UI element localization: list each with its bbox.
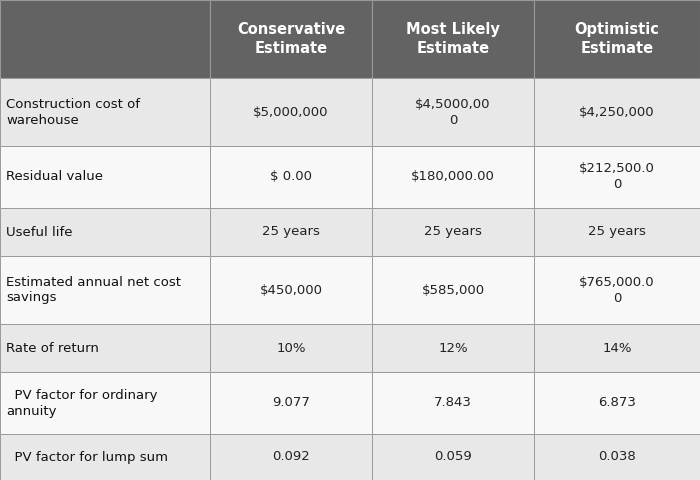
Bar [0, 434, 210, 480]
Text: Most Likely
Estimate: Most Likely Estimate [406, 22, 500, 56]
Bar [534, 434, 700, 480]
Bar [372, 372, 534, 434]
Bar [534, 78, 700, 146]
Bar [210, 208, 372, 256]
Bar [372, 256, 534, 324]
Bar [0, 78, 210, 146]
Bar [0, 256, 210, 324]
Bar [372, 78, 534, 146]
Bar [534, 256, 700, 324]
Bar [372, 0, 534, 78]
Text: 10%: 10% [276, 341, 306, 355]
Bar [210, 256, 372, 324]
Text: $765,000.0
0: $765,000.0 0 [579, 276, 654, 304]
Text: Construction cost of
warehouse: Construction cost of warehouse [6, 97, 140, 127]
Bar [534, 78, 700, 146]
Bar [210, 324, 372, 372]
Text: 14%: 14% [602, 341, 631, 355]
Bar [534, 324, 700, 372]
Text: $212,500.0
0: $212,500.0 0 [579, 163, 655, 192]
Bar [0, 434, 210, 480]
Bar [210, 434, 372, 480]
Bar [534, 146, 700, 208]
Text: PV factor for ordinary
annuity: PV factor for ordinary annuity [6, 388, 158, 418]
Text: 12%: 12% [438, 341, 468, 355]
Text: 9.077: 9.077 [272, 396, 310, 409]
Bar [210, 146, 372, 208]
Text: $585,000: $585,000 [421, 284, 484, 297]
Bar [534, 146, 700, 208]
Bar [534, 372, 700, 434]
Text: 6.873: 6.873 [598, 396, 636, 409]
Text: $5,000,000: $5,000,000 [253, 106, 329, 119]
Bar [0, 78, 210, 146]
Bar [210, 208, 372, 256]
Bar [0, 324, 210, 372]
Bar [534, 0, 700, 78]
Bar [534, 208, 700, 256]
Text: 0.038: 0.038 [598, 451, 636, 464]
Text: 25 years: 25 years [262, 226, 320, 239]
Bar [210, 434, 372, 480]
Text: 7.843: 7.843 [434, 396, 472, 409]
Text: Useful life: Useful life [6, 226, 73, 239]
Text: $ 0.00: $ 0.00 [270, 170, 312, 183]
Text: PV factor for lump sum: PV factor for lump sum [6, 451, 168, 464]
Bar [372, 78, 534, 146]
Bar [372, 146, 534, 208]
Bar [534, 208, 700, 256]
Bar [0, 372, 210, 434]
Bar [372, 372, 534, 434]
Text: Optimistic
Estimate: Optimistic Estimate [575, 22, 659, 56]
Text: Rate of return: Rate of return [6, 341, 99, 355]
Bar [210, 256, 372, 324]
Bar [534, 372, 700, 434]
Bar [534, 434, 700, 480]
Bar [0, 146, 210, 208]
Bar [210, 372, 372, 434]
Text: $4,250,000: $4,250,000 [579, 106, 654, 119]
Bar [372, 208, 534, 256]
Text: $180,000.00: $180,000.00 [411, 170, 495, 183]
Bar [210, 0, 372, 78]
Bar [0, 208, 210, 256]
Text: 0.092: 0.092 [272, 451, 310, 464]
Bar [534, 256, 700, 324]
Bar [372, 434, 534, 480]
Bar [534, 324, 700, 372]
Bar [0, 208, 210, 256]
Bar [0, 146, 210, 208]
Bar [210, 372, 372, 434]
Bar [0, 0, 210, 78]
Bar [210, 146, 372, 208]
Bar [0, 256, 210, 324]
Text: Residual value: Residual value [6, 170, 103, 183]
Bar [0, 324, 210, 372]
Bar [372, 434, 534, 480]
Bar [210, 324, 372, 372]
Text: Estimated annual net cost
savings: Estimated annual net cost savings [6, 276, 181, 304]
Text: $4,5000,00
0: $4,5000,00 0 [415, 97, 491, 127]
Bar [372, 324, 534, 372]
Bar [372, 256, 534, 324]
Bar [372, 0, 534, 78]
Text: Conservative
Estimate: Conservative Estimate [237, 22, 345, 56]
Bar [0, 372, 210, 434]
Bar [210, 78, 372, 146]
Text: 0.059: 0.059 [434, 451, 472, 464]
Bar [0, 0, 210, 78]
Bar [372, 146, 534, 208]
Bar [372, 208, 534, 256]
Text: 25 years: 25 years [588, 226, 646, 239]
Bar [372, 324, 534, 372]
Text: $450,000: $450,000 [260, 284, 323, 297]
Bar [210, 78, 372, 146]
Bar [534, 0, 700, 78]
Text: 25 years: 25 years [424, 226, 482, 239]
Bar [210, 0, 372, 78]
